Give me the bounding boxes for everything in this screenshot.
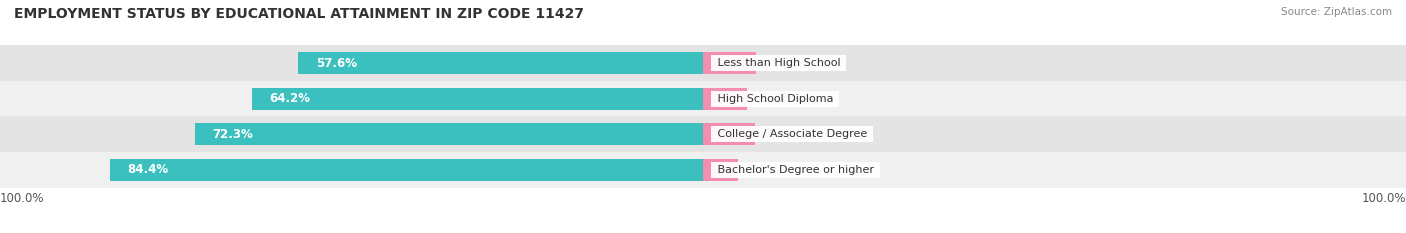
- Bar: [703, 52, 756, 74]
- Text: 5.0%: 5.0%: [749, 163, 779, 176]
- Bar: [110, 159, 703, 181]
- Bar: [194, 123, 703, 145]
- Text: 6.3%: 6.3%: [758, 92, 787, 105]
- Text: EMPLOYMENT STATUS BY EDUCATIONAL ATTAINMENT IN ZIP CODE 11427: EMPLOYMENT STATUS BY EDUCATIONAL ATTAINM…: [14, 7, 583, 21]
- Text: 100.0%: 100.0%: [0, 192, 45, 205]
- Text: 7.4%: 7.4%: [765, 128, 796, 141]
- Bar: [0, 152, 1406, 188]
- Text: 84.4%: 84.4%: [127, 163, 169, 176]
- Text: College / Associate Degree: College / Associate Degree: [713, 129, 870, 139]
- Bar: [0, 45, 1406, 81]
- Text: 100.0%: 100.0%: [1361, 192, 1406, 205]
- Text: High School Diploma: High School Diploma: [713, 94, 837, 104]
- Bar: [703, 159, 738, 181]
- Text: 57.6%: 57.6%: [315, 57, 357, 70]
- Bar: [0, 116, 1406, 152]
- Text: Less than High School: Less than High School: [713, 58, 844, 68]
- Text: 72.3%: 72.3%: [212, 128, 253, 141]
- Text: Source: ZipAtlas.com: Source: ZipAtlas.com: [1281, 7, 1392, 17]
- Bar: [0, 81, 1406, 116]
- Text: Bachelor's Degree or higher: Bachelor's Degree or higher: [713, 165, 877, 175]
- Bar: [703, 88, 748, 110]
- Text: 64.2%: 64.2%: [269, 92, 311, 105]
- Text: 7.6%: 7.6%: [768, 57, 797, 70]
- Bar: [298, 52, 703, 74]
- Bar: [252, 88, 703, 110]
- Bar: [703, 123, 755, 145]
